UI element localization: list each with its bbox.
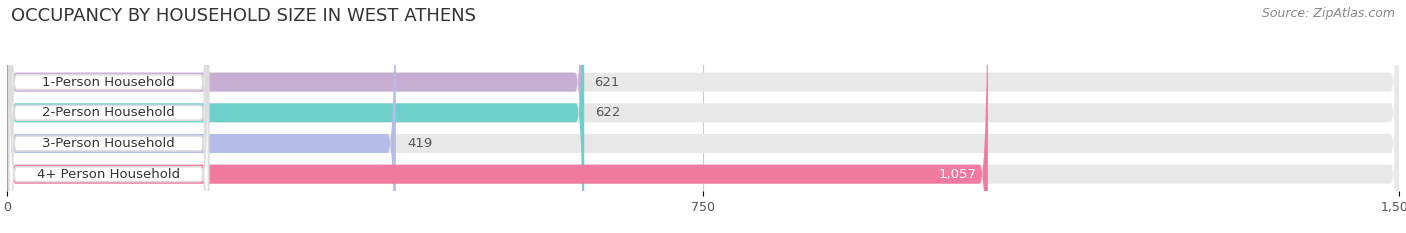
Text: Source: ZipAtlas.com: Source: ZipAtlas.com <box>1261 7 1395 20</box>
FancyBboxPatch shape <box>8 0 208 233</box>
FancyBboxPatch shape <box>7 0 1399 233</box>
FancyBboxPatch shape <box>7 0 1399 233</box>
Text: 621: 621 <box>595 76 620 89</box>
Text: OCCUPANCY BY HOUSEHOLD SIZE IN WEST ATHENS: OCCUPANCY BY HOUSEHOLD SIZE IN WEST ATHE… <box>11 7 477 25</box>
FancyBboxPatch shape <box>7 0 585 233</box>
Text: 622: 622 <box>595 106 620 119</box>
FancyBboxPatch shape <box>7 0 396 233</box>
FancyBboxPatch shape <box>7 0 1399 233</box>
Text: 1,057: 1,057 <box>939 168 977 181</box>
Text: 419: 419 <box>406 137 432 150</box>
FancyBboxPatch shape <box>8 0 208 233</box>
FancyBboxPatch shape <box>7 0 1399 233</box>
Text: 1-Person Household: 1-Person Household <box>42 76 174 89</box>
Text: 3-Person Household: 3-Person Household <box>42 137 174 150</box>
FancyBboxPatch shape <box>8 0 208 233</box>
FancyBboxPatch shape <box>8 0 208 233</box>
Text: 2-Person Household: 2-Person Household <box>42 106 174 119</box>
FancyBboxPatch shape <box>7 0 988 233</box>
Text: 4+ Person Household: 4+ Person Household <box>37 168 180 181</box>
FancyBboxPatch shape <box>7 0 583 233</box>
